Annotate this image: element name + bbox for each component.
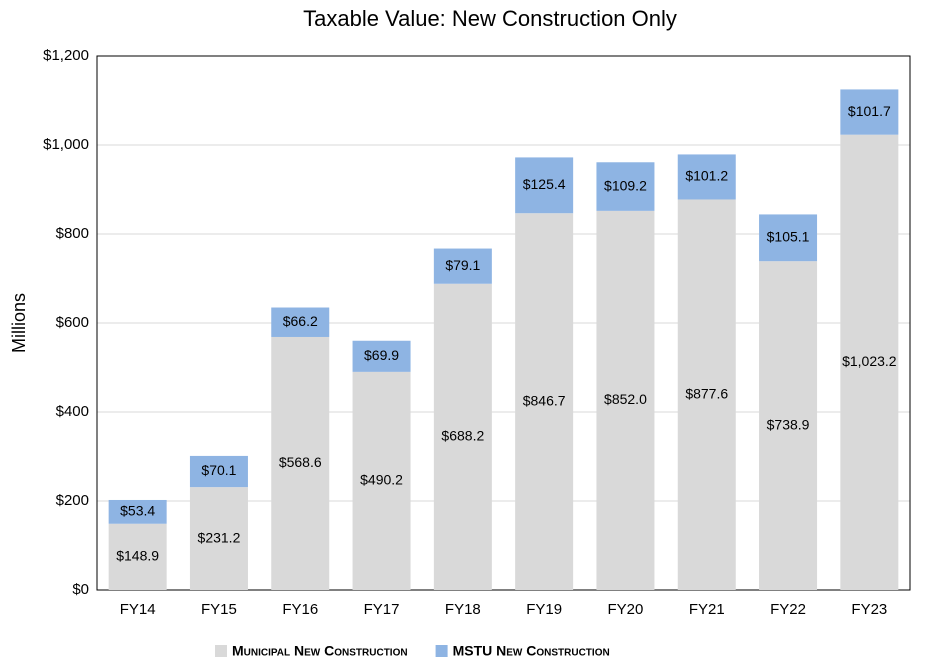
legend-swatch: [435, 645, 448, 657]
bar-segment: [352, 371, 411, 590]
bar-segment: [515, 213, 574, 590]
data-label: $125.4: [523, 176, 566, 192]
x-tick-label: FY17: [364, 601, 400, 618]
bar-segment: [759, 261, 818, 590]
x-tick-label: FY21: [689, 601, 725, 618]
bar-segment: [596, 162, 655, 211]
y-tick-label: $800: [56, 225, 89, 242]
data-label: $66.2: [283, 313, 318, 329]
y-tick-label: $1,200: [43, 47, 89, 64]
chart-title: Taxable Value: New Construction Only: [303, 6, 677, 31]
data-label: $109.2: [604, 177, 647, 193]
legend-swatch: [215, 645, 227, 657]
x-tick-label: FY14: [120, 601, 156, 618]
data-label: $1,023.2: [842, 353, 897, 369]
legend-label: Municipal New Construction: [232, 643, 408, 659]
x-tick-label: FY23: [851, 601, 887, 618]
data-label: $53.4: [120, 503, 155, 519]
bar-segment: [840, 89, 899, 135]
plot-frame: [96, 55, 911, 591]
x-tick-label: FY18: [445, 601, 481, 618]
bar-segment: [596, 210, 655, 591]
data-label: $101.7: [848, 103, 891, 119]
data-label: $568.6: [279, 454, 322, 470]
data-label: $148.9: [116, 548, 159, 564]
x-tick-label: FY19: [526, 601, 562, 618]
bar-segment: [759, 214, 818, 262]
data-label: $105.1: [767, 229, 810, 245]
bar-segment: [352, 340, 411, 372]
bar-segment: [677, 199, 736, 590]
data-label: $877.6: [685, 385, 728, 401]
bar-segment: [433, 283, 492, 590]
y-tick-label: $600: [56, 314, 89, 331]
y-tick-label: $200: [56, 492, 89, 509]
x-tick-label: FY15: [201, 601, 237, 618]
bar-segment: [840, 134, 899, 590]
bar-segment: [271, 336, 330, 590]
y-tick-label: $1,000: [43, 136, 89, 153]
data-label: $688.2: [441, 428, 484, 444]
bar-segment: [271, 307, 330, 337]
x-tick-label: FY22: [770, 601, 806, 618]
bar-segment: [515, 157, 574, 214]
legend-label: MSTU New Construction: [453, 643, 610, 659]
x-tick-label: FY20: [608, 601, 644, 618]
data-label: $852.0: [604, 391, 647, 407]
data-label: $738.9: [767, 416, 810, 432]
bar-segment: [189, 455, 248, 488]
y-axis-title: Millions: [9, 293, 29, 353]
data-label: $69.9: [364, 347, 399, 363]
bar-segment: [433, 248, 492, 284]
data-label: $70.1: [201, 462, 236, 478]
y-tick-label: $400: [56, 403, 89, 420]
bar-segment: [108, 523, 167, 590]
x-tick-label: FY16: [282, 601, 318, 618]
data-label: $231.2: [198, 529, 241, 545]
bar-segment: [677, 154, 736, 200]
bar-segment: [108, 499, 167, 524]
y-tick-label: $0: [72, 581, 89, 598]
data-label: $101.2: [685, 168, 728, 184]
bar-segment: [189, 487, 248, 590]
data-label: $79.1: [445, 257, 480, 273]
data-label: $846.7: [523, 392, 566, 408]
data-label: $490.2: [360, 472, 403, 488]
